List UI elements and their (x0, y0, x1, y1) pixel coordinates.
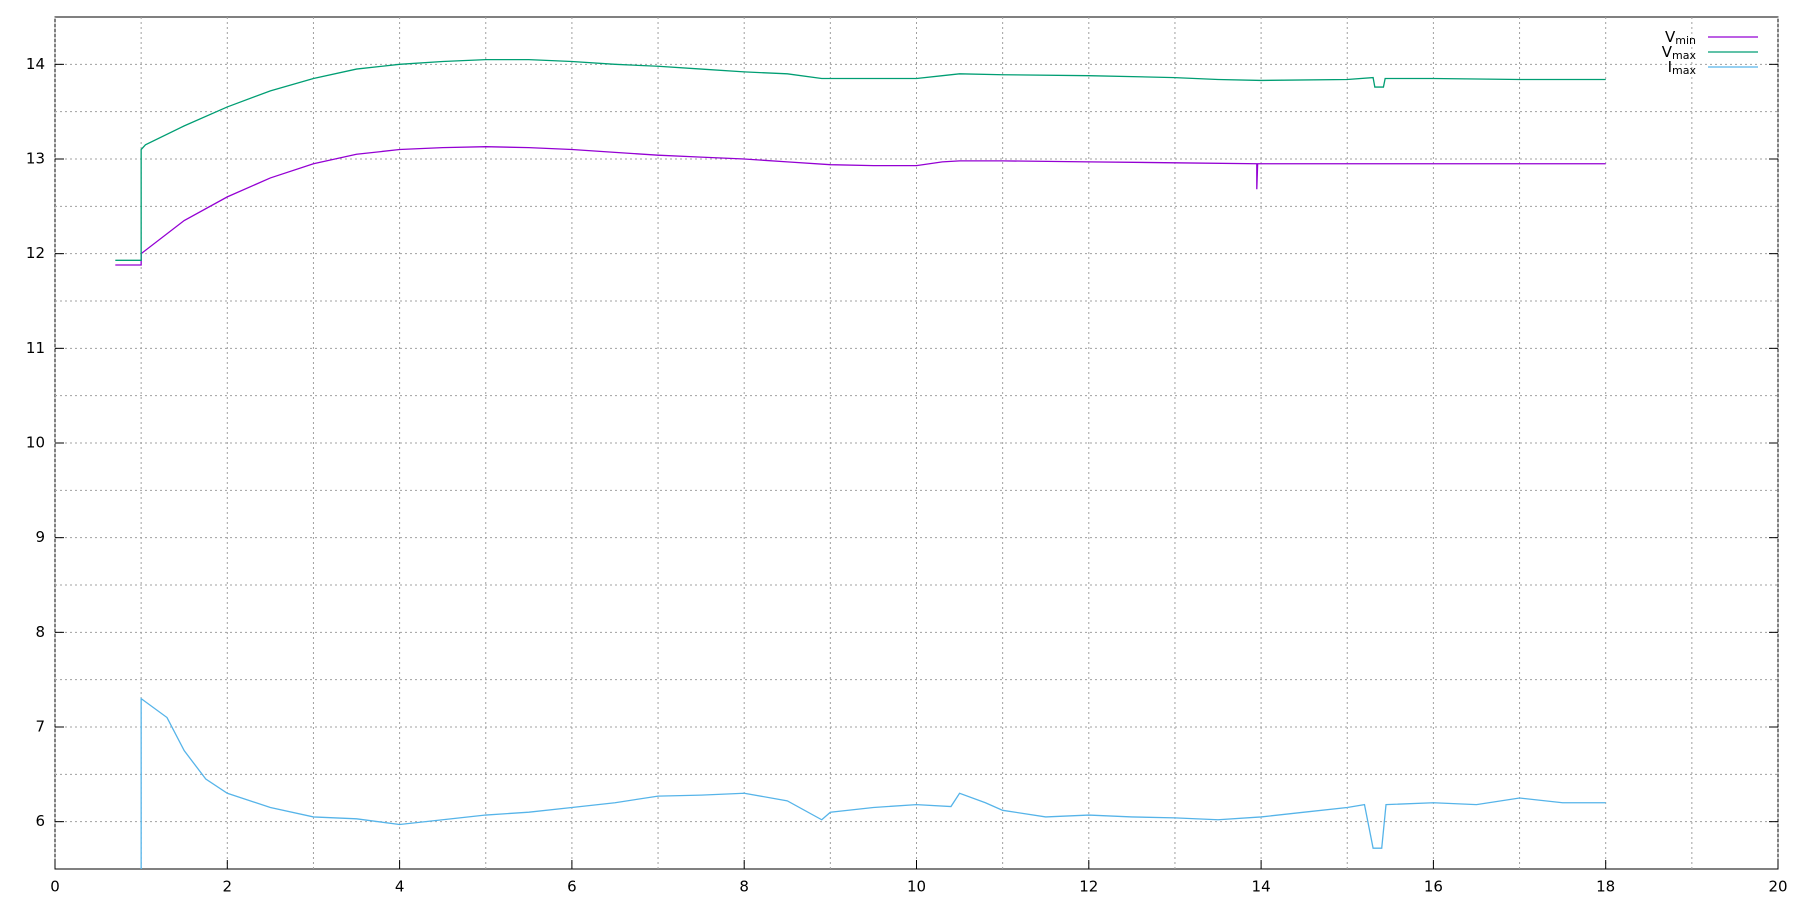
x-tick-label: 16 (1424, 878, 1443, 896)
legend-name: I (1668, 58, 1672, 76)
y-tick-label: 9 (35, 528, 45, 546)
y-tick-label: 10 (26, 434, 45, 452)
series-line (115, 58, 1606, 261)
legend-sub: max (1672, 49, 1696, 62)
x-tick-label: 10 (907, 878, 926, 896)
series-line (140, 697, 1606, 869)
y-tick-label: 8 (35, 623, 45, 641)
legend-sub: max (1672, 64, 1696, 77)
x-tick-label: 12 (1079, 878, 1098, 896)
series-line (115, 146, 1606, 266)
y-tick-label: 13 (26, 150, 45, 168)
x-tick-label: 18 (1596, 878, 1615, 896)
y-tick-label: 6 (35, 812, 45, 830)
legend-label: Imax (1668, 58, 1697, 78)
y-tick-label: 7 (35, 718, 45, 736)
y-tick-label: 11 (26, 339, 45, 357)
legend-label: Vmax (1662, 43, 1697, 63)
x-tick-label: 8 (739, 878, 749, 896)
y-tick-label: 14 (26, 55, 45, 73)
x-tick-label: 20 (1768, 878, 1787, 896)
legend-sub: min (1675, 34, 1696, 47)
legend-name: V (1662, 43, 1673, 61)
x-tick-label: 4 (395, 878, 405, 896)
x-tick-label: 0 (50, 878, 60, 896)
x-tick-label: 6 (567, 878, 577, 896)
legend-label: Vmin (1665, 28, 1696, 48)
legend-name: V (1665, 28, 1676, 46)
x-tick-label: 2 (223, 878, 233, 896)
x-tick-label: 14 (1252, 878, 1271, 896)
y-tick-label: 12 (26, 244, 45, 262)
